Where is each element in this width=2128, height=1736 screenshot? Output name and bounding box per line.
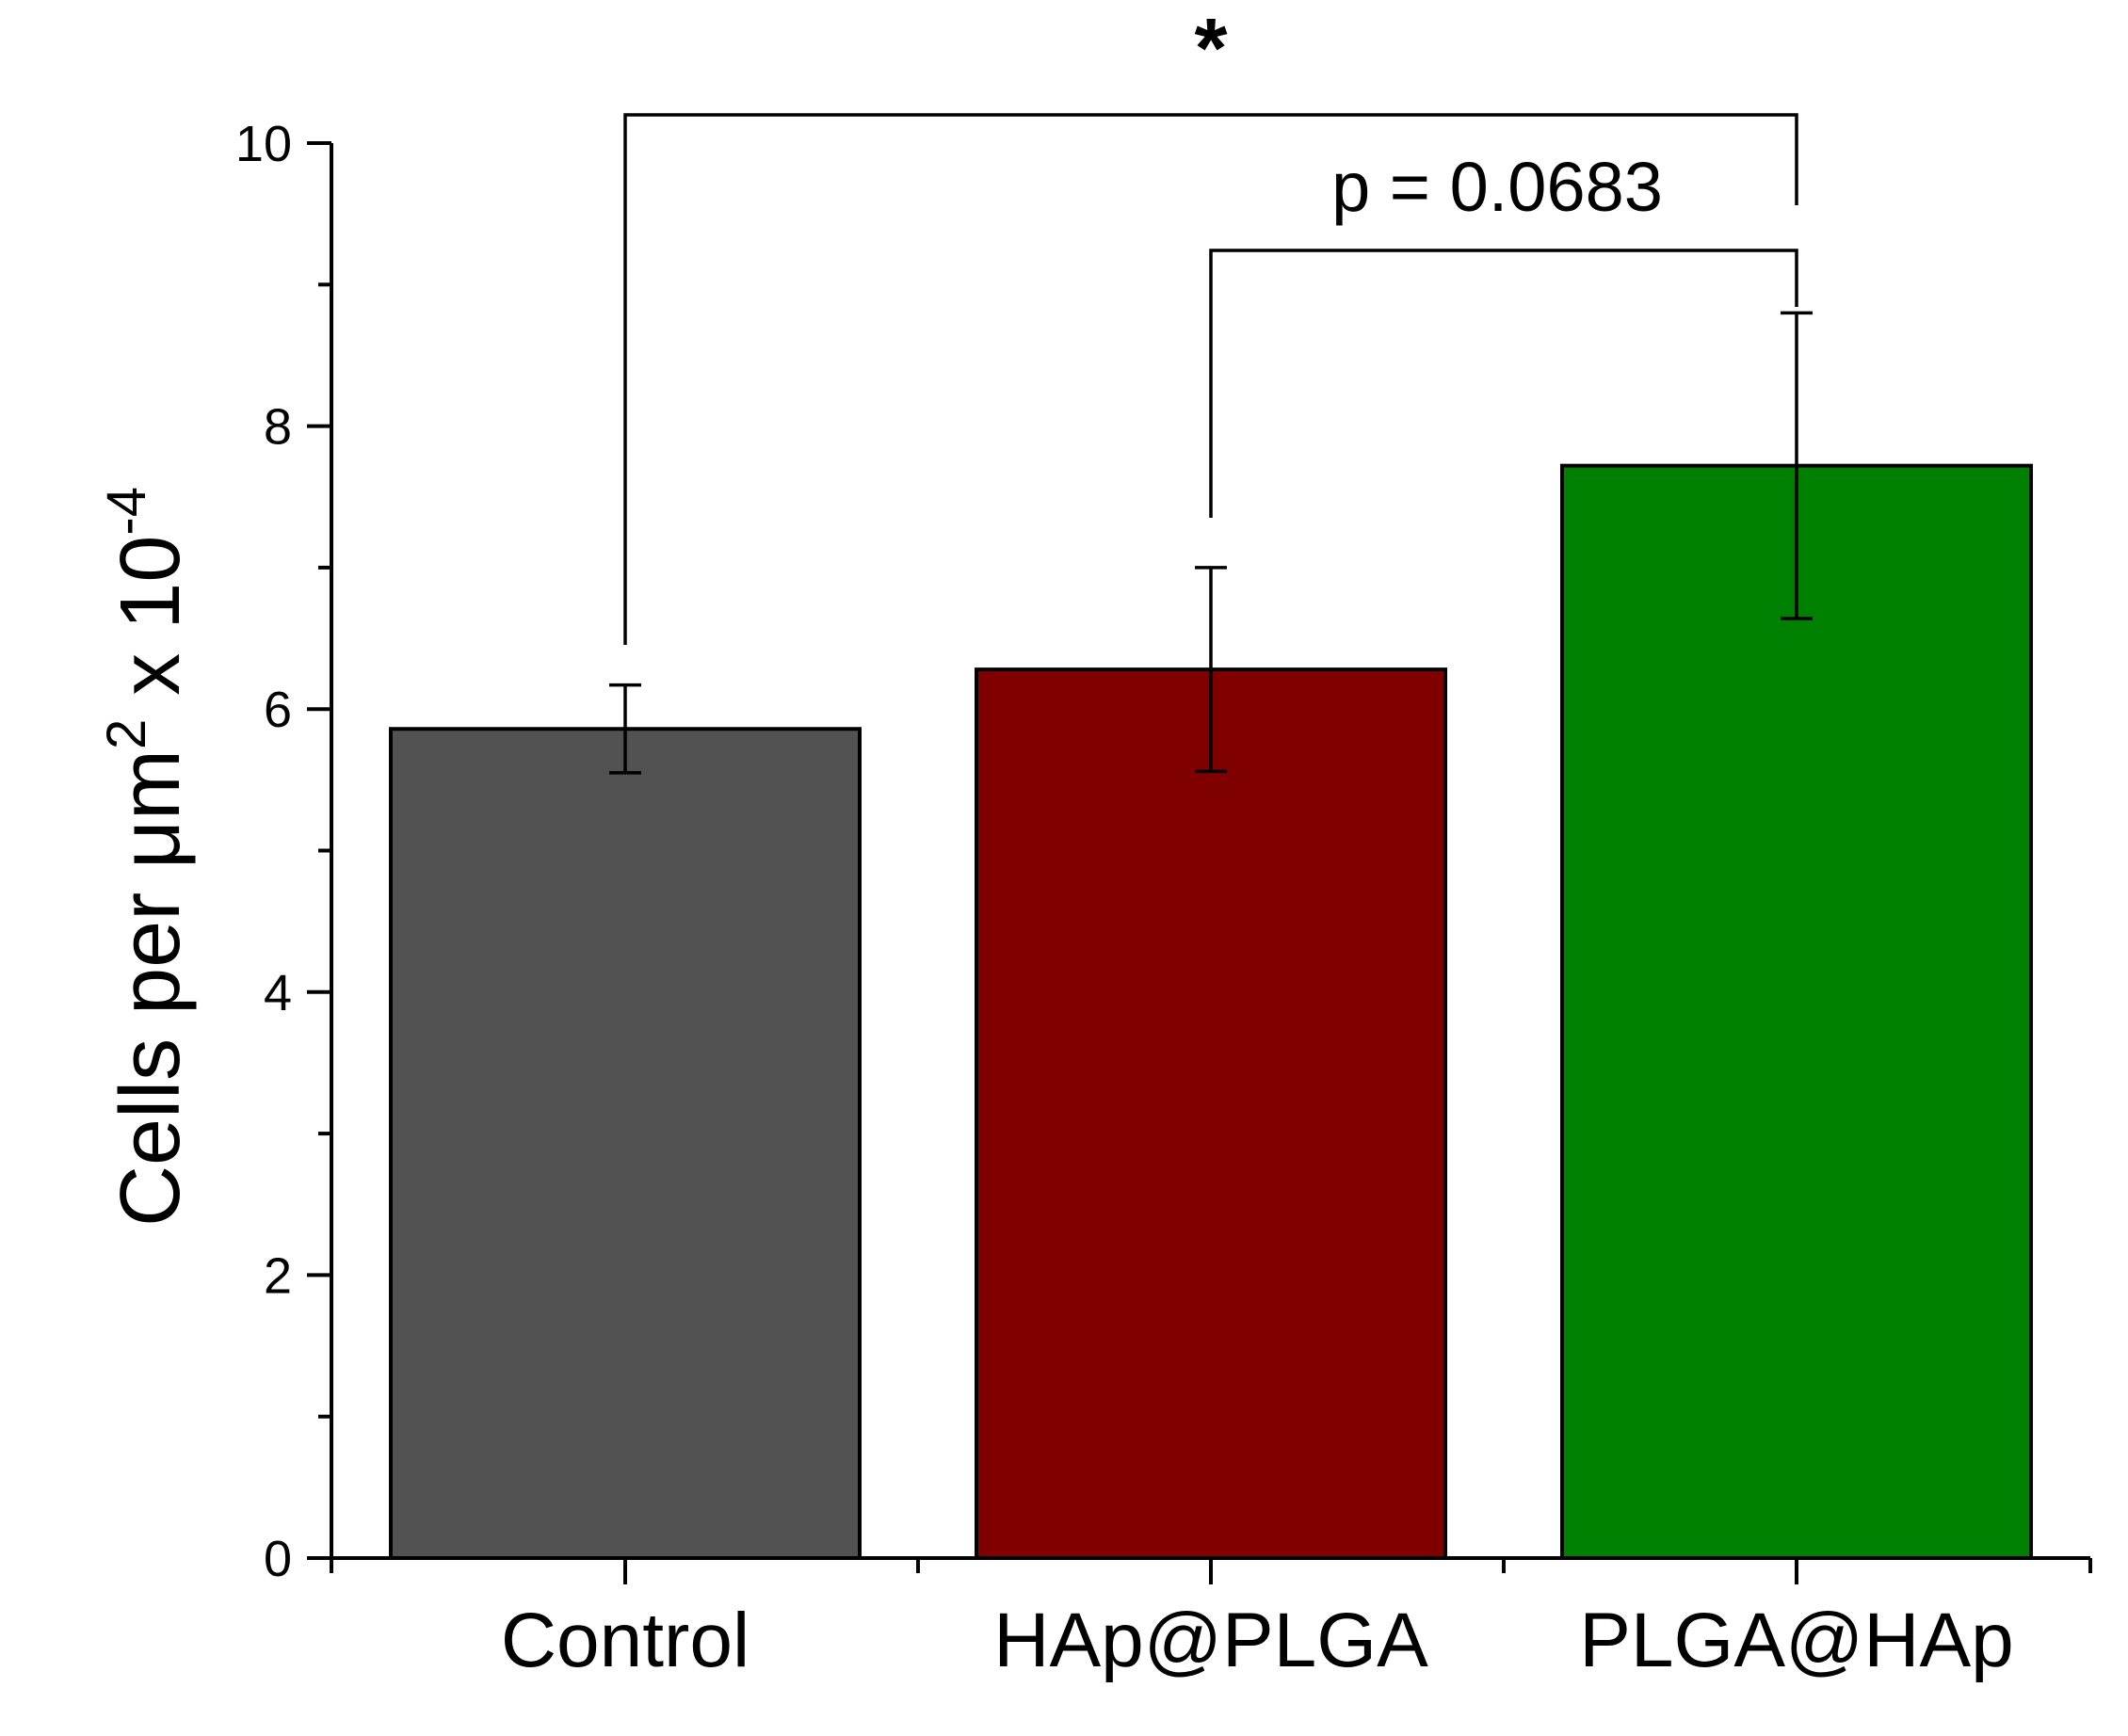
bar-control: [389, 727, 862, 1560]
x-tick-label: Control: [501, 1598, 750, 1683]
y-tick-label: 10: [235, 116, 292, 172]
y-axis-title-exponent: -4: [96, 487, 157, 536]
y-axis-title-middle: x 10: [104, 536, 198, 719]
y-tick-label: 4: [264, 965, 292, 1021]
significance-brackets: * p = 0.0683: [623, 2, 1798, 645]
significance-label: p = 0.0683: [1331, 148, 1663, 226]
y-axis-title-main: Cells per μm: [104, 749, 198, 1227]
y-tick-label: 2: [264, 1247, 292, 1304]
bar-hap-plga: [975, 667, 1447, 1560]
y-tick-label: 6: [264, 682, 292, 738]
significance-label: *: [1194, 2, 1227, 96]
y-tick-label: 8: [264, 399, 292, 456]
significance-bracket: [1209, 249, 1798, 518]
axes-group: 0 2 4 6 8 10 Control HAp@PLGA PLGA@HAp: [235, 116, 2092, 1683]
bar-plga-hap: [1560, 463, 2033, 1561]
x-tick-label: HAp@PLGA: [993, 1598, 1428, 1683]
y-axis-title: Cells per μm2 x 10-4: [96, 487, 198, 1227]
y-tick-label: 0: [264, 1531, 292, 1587]
significance-bracket: [623, 113, 1798, 645]
y-axis-title-superscript: 2: [96, 719, 157, 749]
x-tick-label: PLGA@HAp: [1579, 1598, 2014, 1683]
error-bars-group: [609, 311, 1813, 775]
